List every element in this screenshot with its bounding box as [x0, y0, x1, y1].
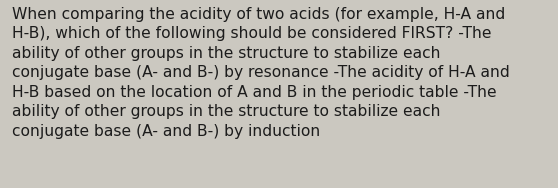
Text: When comparing the acidity of two acids (for example, H-A and
H-B), which of the: When comparing the acidity of two acids … — [12, 7, 510, 139]
